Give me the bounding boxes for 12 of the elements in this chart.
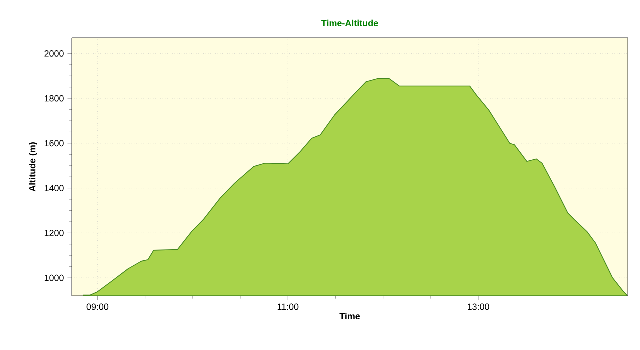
x-tick-label: 11:00 (278, 304, 299, 310)
y-tick-label: 1800 (44, 95, 64, 102)
x-tick-label: 09:00 (86, 304, 109, 310)
y-tick-label: 1400 (44, 185, 64, 192)
x-tick-label: 13:00 (468, 304, 490, 310)
y-tick-label: 2000 (44, 50, 64, 57)
x-axis-title: Time (340, 312, 360, 320)
y-tick-label: 1200 (44, 230, 64, 236)
y-tick-label: 1600 (44, 140, 64, 147)
y-axis-title: Altitude (m) (29, 142, 38, 192)
y-tick-label: 1000 (44, 274, 64, 282)
chart-title: Time-Altitude (322, 20, 378, 27)
